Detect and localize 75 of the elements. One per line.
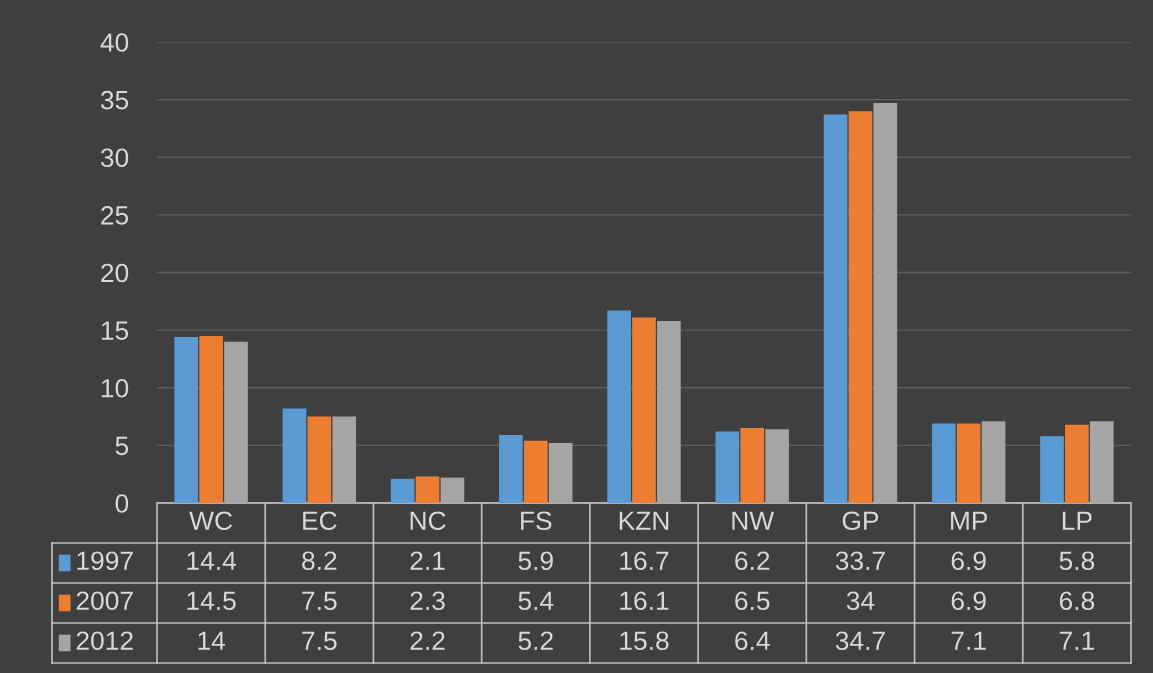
data-label: 5.4 [518,591,554,611]
bar [657,320,681,503]
data-label: 14.5 [187,591,236,611]
bar [548,443,573,503]
data-label: 8.2 [302,551,337,571]
data-label: 6.9 [951,591,986,611]
y-tick-label: 25 [101,206,129,225]
bar [415,476,440,503]
y-tick-label: 0 [115,494,129,513]
legend-label: 2007 [76,591,133,611]
bar [499,435,523,503]
data-label: 2.2 [410,631,445,650]
y-tick-label: 10 [101,378,129,398]
data-label: 6.2 [735,551,770,571]
y-tick-label: 40 [100,33,129,52]
y-tick-label: 5 [115,436,129,456]
data-label: 2.3 [410,591,445,611]
x-tick-label: WC [189,511,233,531]
bar [765,429,789,503]
data-label: 6.4 [735,631,770,651]
bar [956,423,981,503]
legend-label: 1997 [77,551,133,571]
bar [307,416,332,503]
bar [282,408,307,503]
data-label: 7.5 [302,631,337,651]
data-label: 34.7 [835,631,885,651]
data-label: 33.7 [835,551,885,571]
y-tick-label: 20 [101,263,129,283]
bar [848,111,873,503]
data-label: 6.9 [951,551,986,571]
x-tick-label: NC [410,511,446,531]
bar [523,440,548,503]
bar [873,103,898,503]
y-tick-label: 15 [101,321,129,340]
bar [390,478,415,503]
bar [440,477,465,503]
legend-label: 2012 [76,631,133,651]
bar [981,421,1006,503]
data-label: 5.8 [1059,551,1095,571]
y-tick-label: 35 [100,90,129,110]
x-tick-label: MP [951,511,988,530]
data-label: 6.5 [735,591,770,611]
bar [199,335,223,503]
data-label: 7.1 [1059,631,1094,650]
bar [332,416,357,503]
data-label: 7.5 [302,591,337,611]
y-tick-label: 30 [100,148,129,168]
bar [224,341,248,503]
bar [1089,421,1114,503]
data-label: 14 [198,631,226,650]
data-label: 7.1 [951,631,986,650]
bar [1040,436,1064,503]
data-label: 6.8 [1059,591,1095,611]
bar [1065,424,1089,503]
bar [740,428,765,503]
bar [632,317,656,503]
data-label: 5.9 [518,551,553,571]
bar [823,114,848,503]
bar [174,337,199,503]
x-tick-label: KZN [619,511,669,530]
bar [715,431,740,503]
data-label: 5.2 [518,631,553,651]
data-label: 14.4 [187,551,237,570]
data-label: 2.1 [410,551,445,570]
x-tick-label: FS [521,511,552,531]
data-label: 16.7 [620,551,669,571]
bar [931,423,956,503]
data-label: 16.1 [620,591,669,611]
data-label: 15.8 [620,631,669,651]
x-tick-label: LP [1062,511,1092,530]
data-label: 34 [846,591,875,611]
x-tick-label: GP [842,511,879,531]
x-tick-label: EC [303,511,337,531]
bar [607,310,631,503]
x-tick-label: NW [732,511,775,530]
